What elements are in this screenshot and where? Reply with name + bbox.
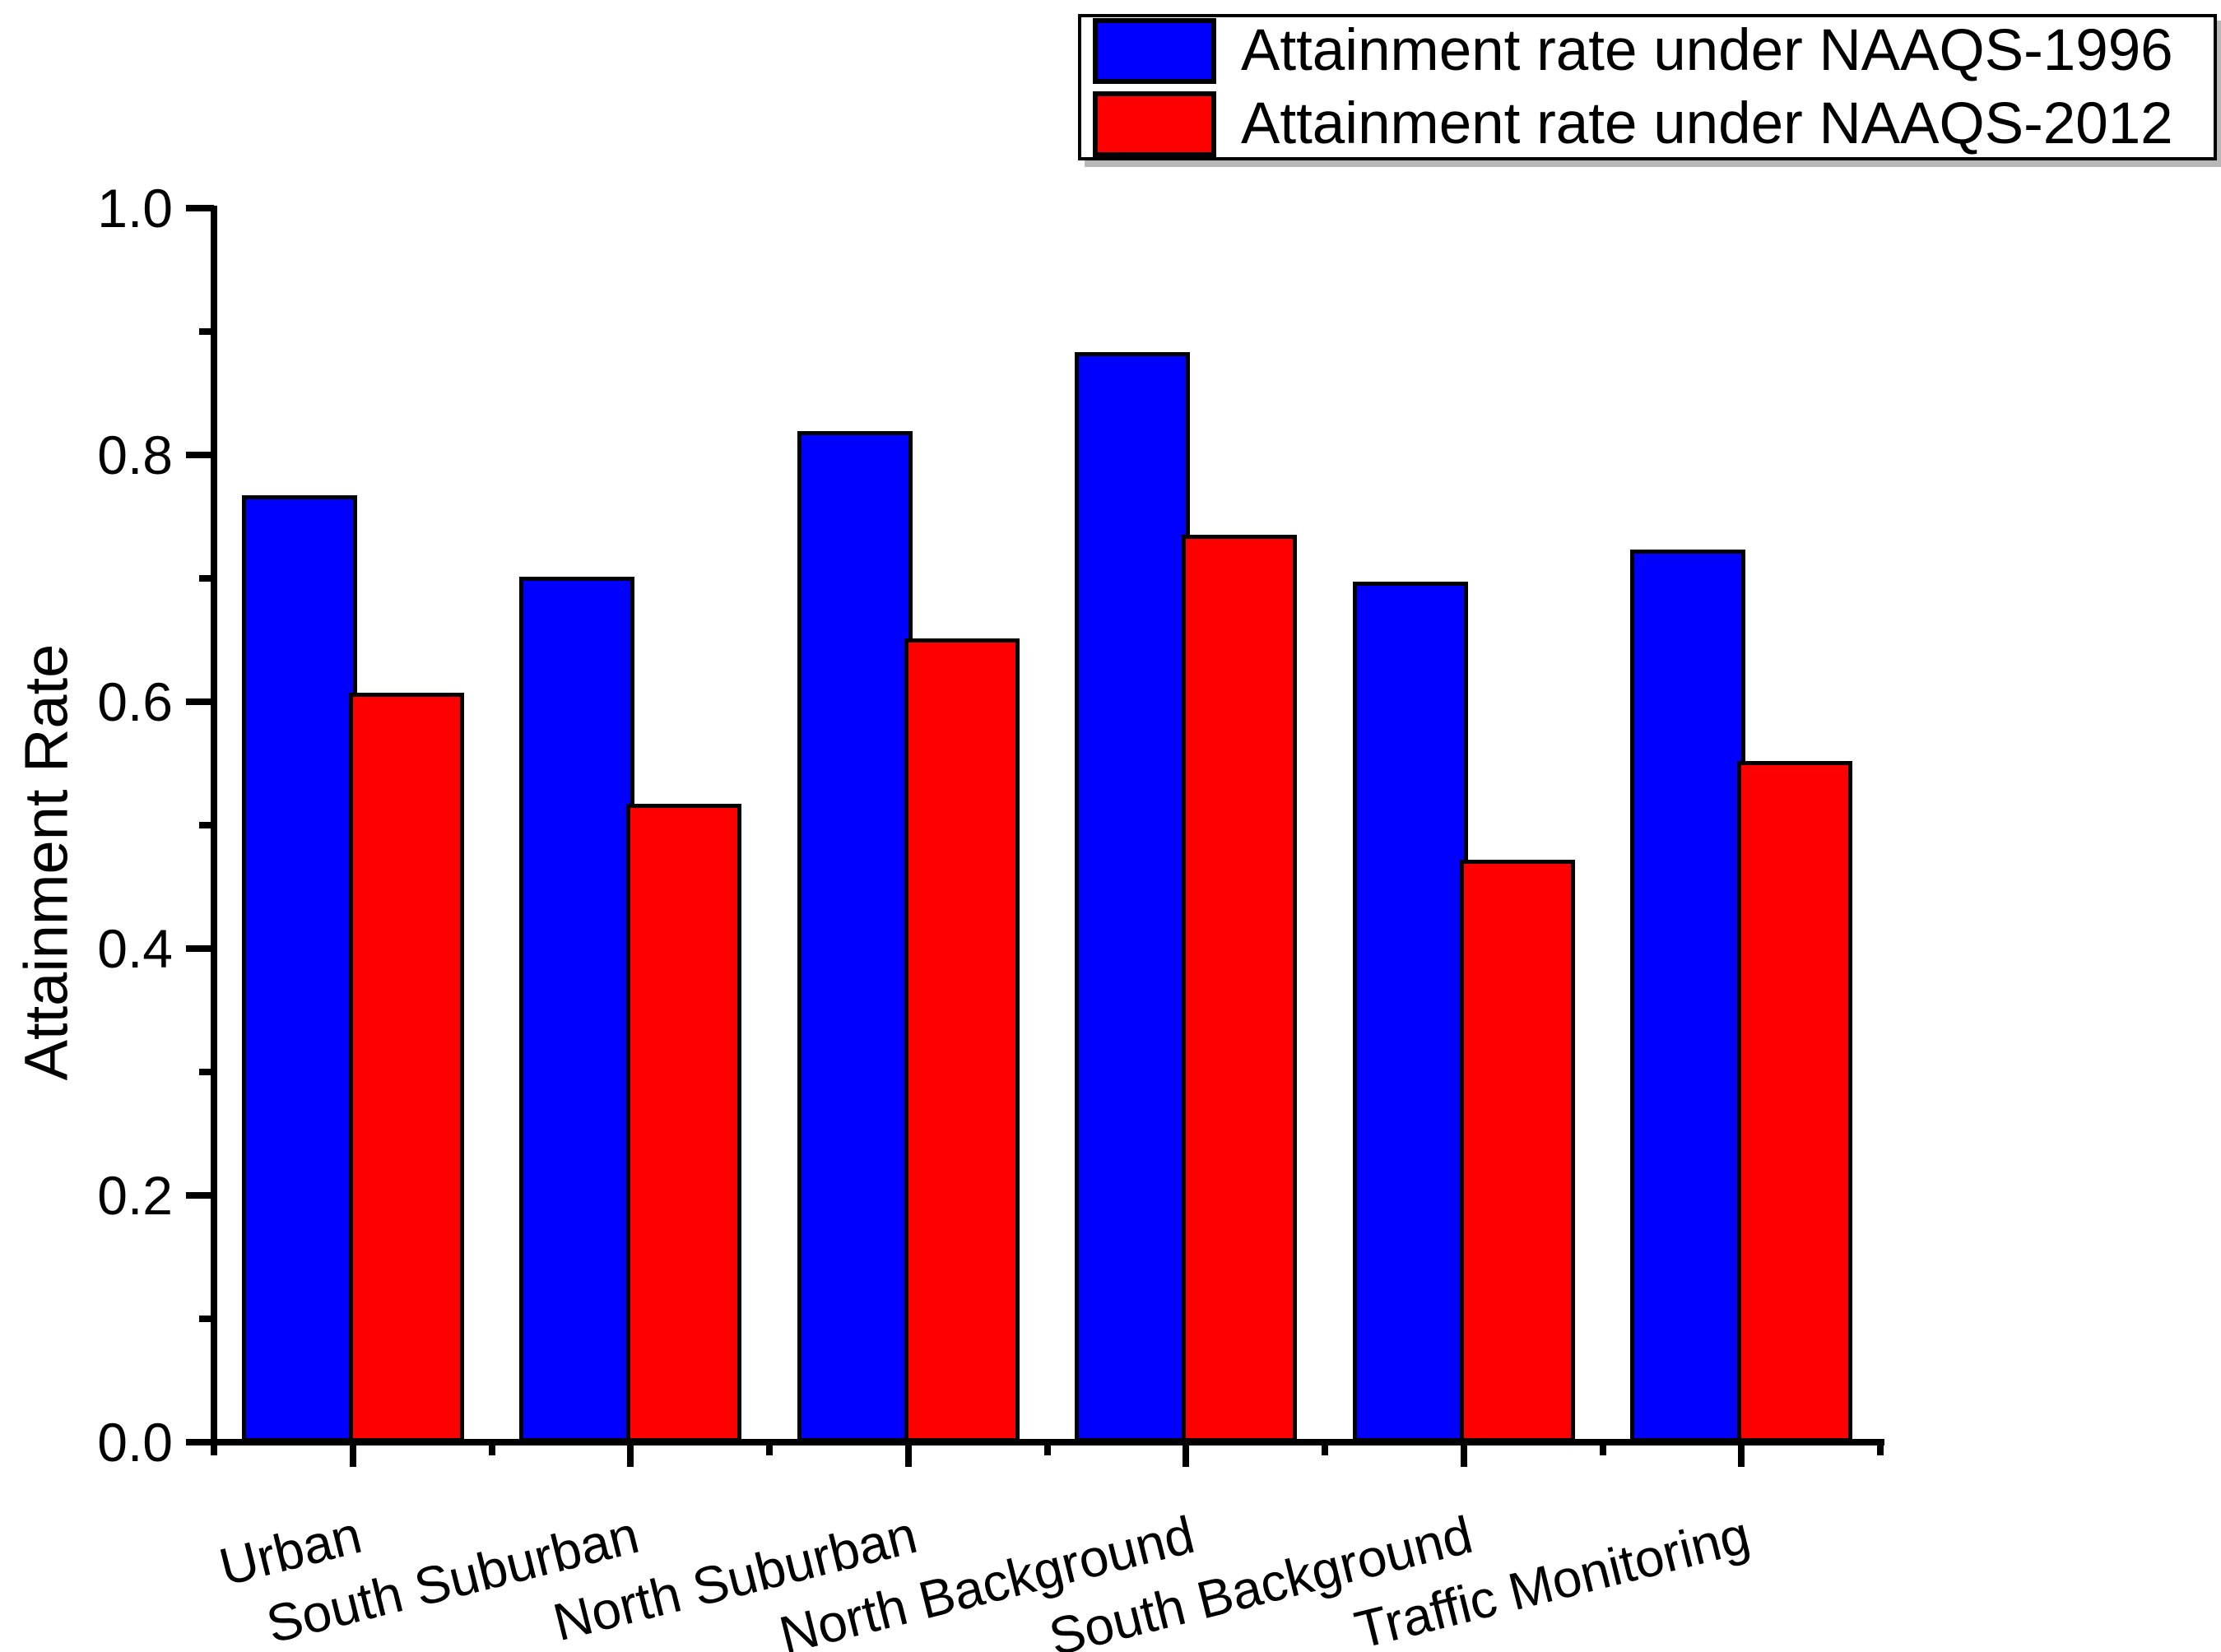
y-tick-label: 0.0 [97, 1412, 173, 1473]
legend-label-naaqs-2012: Attainment rate under NAAQS-2012 [1241, 91, 2173, 156]
y-tick-minor [199, 575, 214, 582]
y-tick-minor [199, 328, 214, 335]
x-tick-minor [766, 1439, 773, 1455]
legend-row: Attainment rate under NAAQS-1996 [1093, 17, 2214, 84]
legend-row: Attainment rate under NAAQS-2012 [1093, 90, 2214, 157]
y-tick-label: 0.2 [97, 1165, 173, 1226]
bar-naaqs-1996-south-suburban [519, 577, 635, 1442]
bar-naaqs-1996-traffic-monitoring [1630, 550, 1746, 1442]
legend-label-naaqs-1996: Attainment rate under NAAQS-1996 [1241, 18, 2173, 83]
y-tick-major [186, 1192, 214, 1199]
y-tick-label: 1.0 [97, 178, 173, 239]
y-tick-minor [199, 1316, 214, 1322]
bar-naaqs-2012-south-suburban [626, 804, 742, 1442]
legend-swatch-naaqs-1996 [1093, 17, 1216, 84]
x-tick-minor [1322, 1439, 1328, 1455]
legend: Attainment rate under NAAQS-1996 Attainm… [1078, 14, 2217, 160]
x-tick-major [349, 1439, 356, 1467]
bar-naaqs-2012-traffic-monitoring [1737, 761, 1853, 1442]
bar-naaqs-1996-urban [241, 495, 357, 1442]
x-tick-minor [1877, 1439, 1884, 1455]
bar-naaqs-2012-urban [348, 693, 464, 1442]
y-tick-minor [199, 822, 214, 828]
x-tick-minor [488, 1439, 495, 1455]
x-tick-major [1738, 1439, 1745, 1467]
bar-naaqs-2012-north-suburban [904, 638, 1020, 1442]
bar-naaqs-1996-north-suburban [797, 431, 913, 1442]
bar-naaqs-2012-south-background [1459, 860, 1575, 1442]
y-tick-major [186, 698, 214, 705]
y-tick-label: 0.8 [97, 425, 173, 485]
plot-area [186, 205, 1884, 1467]
bar-naaqs-1996-north-background [1075, 352, 1191, 1442]
y-tick-major [186, 452, 214, 458]
y-tick-label: 0.4 [97, 918, 173, 979]
bar-naaqs-2012-north-background [1182, 535, 1298, 1442]
x-tick-major [627, 1439, 634, 1467]
x-tick-major [1183, 1439, 1190, 1467]
x-tick-minor [1043, 1439, 1051, 1455]
x-tick-major [1460, 1439, 1467, 1467]
y-tick-major [186, 945, 214, 952]
y-axis-line [211, 206, 217, 1446]
legend-swatch-naaqs-2012 [1093, 90, 1216, 157]
x-tick-minor [211, 1439, 217, 1455]
y-tick-minor [199, 1069, 214, 1075]
y-tick-major [186, 205, 214, 211]
x-tick-major [904, 1439, 912, 1467]
x-tick-minor [1599, 1439, 1606, 1455]
bar-naaqs-1996-south-background [1352, 582, 1468, 1442]
y-tick-major [186, 1439, 214, 1446]
y-tick-label: 0.6 [97, 671, 173, 732]
